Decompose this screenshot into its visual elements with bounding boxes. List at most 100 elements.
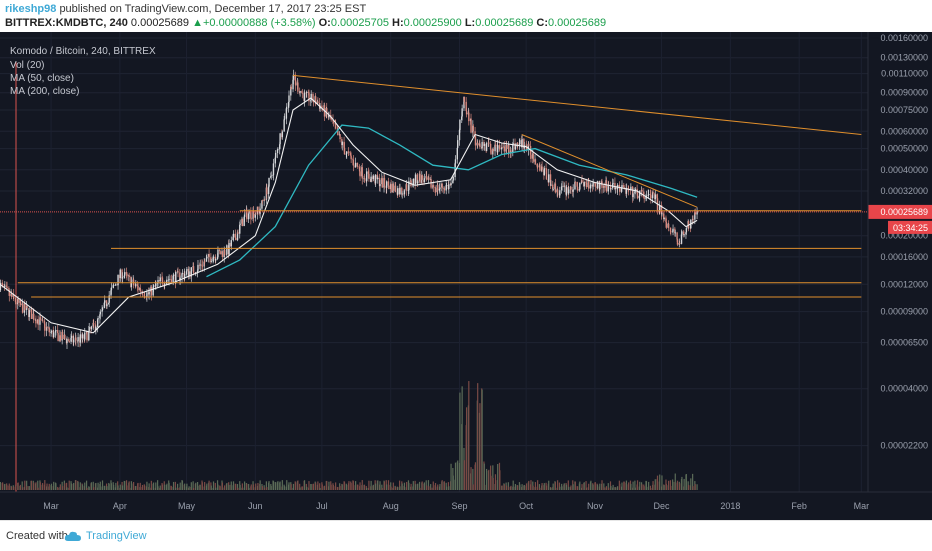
candle-body bbox=[621, 185, 623, 189]
volume-bar bbox=[366, 487, 368, 490]
candle-body bbox=[52, 332, 55, 338]
candle-body bbox=[235, 237, 237, 241]
volume-bar bbox=[619, 483, 621, 490]
volume-bar bbox=[681, 476, 683, 490]
volume-bar bbox=[596, 484, 599, 490]
footer: Created with TradingView bbox=[0, 520, 932, 551]
volume-bar bbox=[292, 483, 295, 490]
volume-bar bbox=[299, 483, 301, 490]
candle-body bbox=[499, 148, 501, 150]
candle-body bbox=[563, 185, 565, 187]
volume-bar bbox=[321, 484, 323, 490]
candle-body bbox=[492, 149, 494, 155]
legend-ma200[interactable]: MA (200, close) bbox=[10, 86, 79, 97]
high-label: H: bbox=[392, 17, 404, 29]
volume-bar bbox=[428, 486, 430, 490]
candle-body bbox=[490, 149, 492, 155]
tradingview-link[interactable]: TradingView bbox=[86, 530, 147, 542]
candle-body bbox=[599, 183, 601, 190]
volume-bar bbox=[437, 484, 439, 490]
author-link[interactable]: rikeshp98 bbox=[5, 3, 57, 15]
legend-vol[interactable]: Vol (20) bbox=[10, 60, 44, 71]
volume-bar bbox=[643, 486, 645, 490]
price-axis[interactable]: 0.00160000 0.00130000 0.00110000 0.00090000… bbox=[868, 33, 932, 451]
candle-body bbox=[157, 280, 159, 283]
time-tick-label: Apr bbox=[113, 501, 127, 511]
candle-body bbox=[627, 187, 629, 189]
volume-bar bbox=[625, 480, 628, 490]
candle-body bbox=[59, 335, 62, 341]
candle-body bbox=[401, 187, 403, 195]
candle-body bbox=[680, 234, 683, 244]
candle-body bbox=[5, 285, 8, 287]
candle-body bbox=[10, 293, 13, 297]
candle-body bbox=[125, 272, 128, 274]
candle-body bbox=[492, 149, 494, 152]
volume-bar bbox=[676, 480, 679, 490]
volume-bar bbox=[44, 480, 46, 490]
candle-body bbox=[70, 338, 72, 342]
candle-body bbox=[143, 294, 145, 297]
candle-body bbox=[39, 317, 41, 325]
candle-body bbox=[50, 332, 52, 333]
volume-bar bbox=[55, 483, 57, 490]
volume-bar bbox=[263, 485, 265, 490]
candle-body bbox=[115, 284, 117, 286]
volume-bar bbox=[139, 482, 141, 490]
volume-bar bbox=[552, 483, 554, 490]
candle-body bbox=[203, 261, 205, 267]
volume-bar bbox=[425, 480, 427, 490]
volume-bar bbox=[601, 480, 603, 490]
candle-body bbox=[525, 145, 528, 151]
volume-bar bbox=[510, 485, 512, 490]
volume-bar bbox=[85, 480, 88, 490]
candle-body bbox=[205, 258, 208, 262]
volume-bar bbox=[639, 481, 641, 490]
price-tick-label: 0.00060000 bbox=[880, 126, 928, 136]
volume-bar bbox=[93, 487, 95, 490]
volume-bar bbox=[683, 478, 685, 490]
candle-body bbox=[341, 141, 343, 146]
volume-bar bbox=[656, 475, 659, 490]
candle-body bbox=[248, 211, 250, 214]
candle-body bbox=[661, 213, 663, 215]
volume-bar bbox=[236, 484, 239, 490]
volume-bar bbox=[323, 485, 326, 490]
candle-body bbox=[210, 257, 212, 263]
candle-body bbox=[428, 177, 430, 180]
candle-body bbox=[346, 151, 348, 154]
candle-body bbox=[19, 300, 22, 306]
time-axis[interactable]: Mar Apr May Jun Jul Aug Sep Oct Nov Dec 2018 Feb Mar bbox=[0, 32, 932, 511]
candle-body bbox=[532, 153, 534, 162]
volume-bar bbox=[15, 486, 17, 490]
volume-bar bbox=[417, 483, 419, 490]
volume-bar bbox=[84, 482, 86, 490]
volume-bar bbox=[672, 481, 674, 490]
volume-bar bbox=[585, 487, 588, 490]
legend-ma50[interactable]: MA (50, close) bbox=[10, 73, 74, 84]
candle-body bbox=[365, 171, 368, 182]
candle-body bbox=[403, 190, 406, 195]
candle-body bbox=[277, 149, 279, 151]
candle-body bbox=[685, 228, 688, 233]
candle-body bbox=[390, 184, 392, 193]
volume-bar bbox=[281, 480, 283, 490]
volume-bar bbox=[588, 483, 590, 490]
candle-body bbox=[518, 144, 521, 145]
candle-body bbox=[263, 199, 266, 201]
candle-body bbox=[423, 178, 426, 183]
candle-body bbox=[618, 184, 621, 188]
volume-bar bbox=[177, 487, 179, 490]
candle-body bbox=[630, 186, 632, 190]
price-tick-label: 0.00090000 bbox=[880, 88, 928, 98]
candle-body bbox=[196, 270, 199, 274]
volume-bar bbox=[175, 487, 177, 490]
price-tick-label: 0.00002200 bbox=[880, 441, 928, 451]
volume-bar bbox=[528, 480, 530, 490]
candle-body bbox=[552, 189, 554, 190]
volume-bar bbox=[450, 463, 452, 490]
candle-body bbox=[694, 212, 696, 220]
price-chart[interactable]: 0.00160000 0.00130000 0.00110000 0.00090000… bbox=[0, 32, 932, 520]
volume-bar bbox=[537, 480, 539, 490]
candle-body bbox=[378, 177, 381, 187]
